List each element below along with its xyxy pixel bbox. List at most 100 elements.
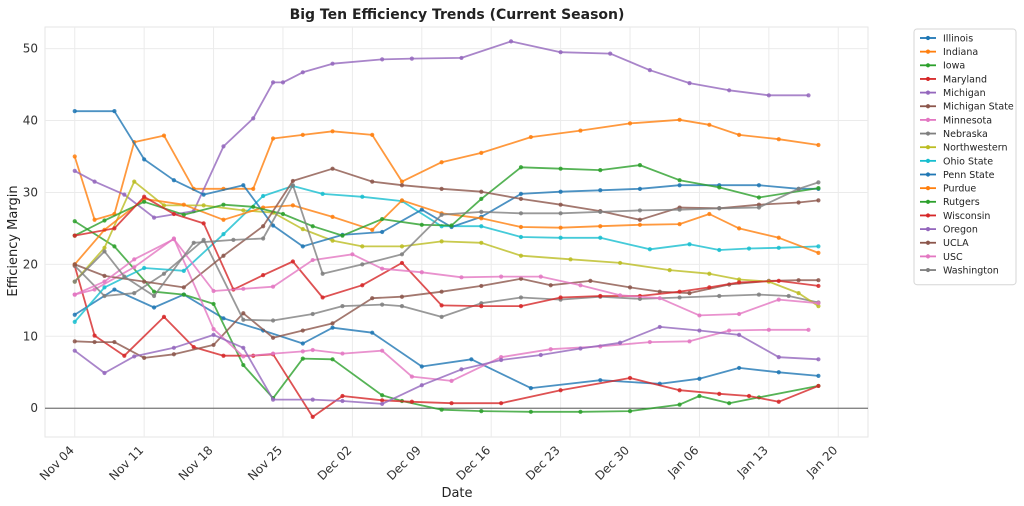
data-point bbox=[707, 211, 712, 217]
data-point bbox=[558, 202, 563, 207]
data-point bbox=[677, 117, 682, 122]
data-point bbox=[241, 345, 246, 350]
data-point bbox=[380, 57, 385, 62]
data-point bbox=[538, 274, 543, 279]
data-point bbox=[221, 232, 226, 237]
y-tick-label: 0 bbox=[30, 401, 38, 415]
data-point bbox=[816, 303, 821, 309]
data-point bbox=[300, 227, 305, 232]
data-point bbox=[677, 388, 682, 393]
data-point bbox=[72, 233, 77, 238]
data-point bbox=[717, 293, 722, 299]
data-point bbox=[72, 262, 77, 267]
data-point bbox=[161, 203, 167, 208]
legend-marker bbox=[925, 186, 931, 191]
data-point bbox=[221, 217, 226, 222]
data-point bbox=[340, 233, 345, 238]
data-point bbox=[380, 348, 385, 353]
data-point bbox=[171, 345, 177, 350]
data-point bbox=[320, 191, 325, 196]
data-point bbox=[727, 401, 732, 406]
data-point bbox=[270, 136, 276, 141]
data-point bbox=[627, 375, 633, 381]
data-point bbox=[499, 401, 504, 406]
data-point bbox=[717, 247, 722, 253]
legend-entry: Northwestern bbox=[920, 143, 1007, 154]
data-point bbox=[578, 346, 583, 351]
data-point bbox=[92, 333, 97, 338]
data-point bbox=[439, 239, 444, 244]
data-point bbox=[459, 367, 464, 372]
data-point bbox=[816, 198, 821, 203]
data-point bbox=[221, 316, 226, 321]
data-point bbox=[241, 311, 246, 316]
data-point bbox=[816, 244, 821, 249]
data-point bbox=[231, 237, 236, 243]
data-point bbox=[72, 219, 77, 224]
data-point bbox=[558, 388, 563, 393]
data-point bbox=[419, 383, 424, 388]
data-point bbox=[518, 165, 524, 170]
data-point bbox=[528, 385, 533, 391]
data-point bbox=[251, 204, 256, 209]
data-point bbox=[479, 209, 484, 214]
data-point bbox=[558, 295, 563, 300]
data-point bbox=[330, 325, 335, 330]
data-point bbox=[439, 289, 444, 294]
data-point bbox=[330, 321, 335, 326]
data-point bbox=[479, 409, 484, 414]
data-point bbox=[300, 341, 305, 346]
data-point bbox=[697, 328, 702, 333]
data-point bbox=[518, 234, 524, 240]
legend-label: Michigan State bbox=[943, 102, 1014, 113]
series-line-washington bbox=[74, 181, 819, 297]
y-tick-label: 40 bbox=[23, 114, 38, 128]
data-point bbox=[161, 271, 167, 276]
data-point bbox=[499, 274, 504, 279]
data-point bbox=[102, 370, 107, 376]
series-illinois bbox=[72, 287, 821, 391]
legend-label: Wisconsin bbox=[943, 211, 990, 222]
data-point bbox=[102, 245, 107, 250]
legend-label: Indiana bbox=[943, 47, 978, 58]
series-washington bbox=[72, 180, 821, 299]
data-point bbox=[697, 376, 702, 381]
data-point bbox=[736, 132, 742, 137]
data-point bbox=[151, 305, 157, 310]
data-point bbox=[677, 402, 682, 407]
legend-marker bbox=[925, 35, 931, 41]
legend-marker bbox=[925, 117, 931, 122]
data-point bbox=[598, 235, 603, 240]
legend-marker bbox=[925, 158, 931, 163]
data-point bbox=[300, 349, 305, 354]
plot-area bbox=[44, 26, 869, 438]
data-point bbox=[201, 221, 206, 226]
legend-box bbox=[913, 28, 1017, 286]
data-point bbox=[211, 288, 216, 294]
data-point bbox=[637, 296, 643, 301]
data-point bbox=[270, 284, 276, 289]
series-usc bbox=[72, 237, 821, 318]
legend-entry: Wisconsin bbox=[920, 211, 990, 222]
data-point bbox=[211, 327, 216, 332]
data-point bbox=[806, 93, 811, 98]
data-point bbox=[816, 383, 821, 389]
legend-entry: Oregon bbox=[920, 225, 978, 236]
data-point bbox=[102, 279, 107, 284]
data-point bbox=[479, 283, 484, 289]
data-point bbox=[171, 211, 177, 217]
legend-label: Oregon bbox=[943, 225, 978, 236]
data-point bbox=[479, 224, 484, 229]
legend-label: Ohio State bbox=[943, 156, 993, 167]
data-point bbox=[479, 303, 484, 309]
data-point bbox=[677, 178, 682, 183]
data-point bbox=[112, 109, 117, 114]
data-point bbox=[310, 414, 315, 419]
data-point bbox=[608, 51, 613, 56]
series-line-wisconsin bbox=[74, 195, 819, 308]
data-point bbox=[776, 370, 781, 375]
data-point bbox=[92, 287, 97, 292]
data-point bbox=[707, 285, 712, 290]
data-point bbox=[727, 88, 732, 93]
data-point bbox=[380, 229, 385, 235]
